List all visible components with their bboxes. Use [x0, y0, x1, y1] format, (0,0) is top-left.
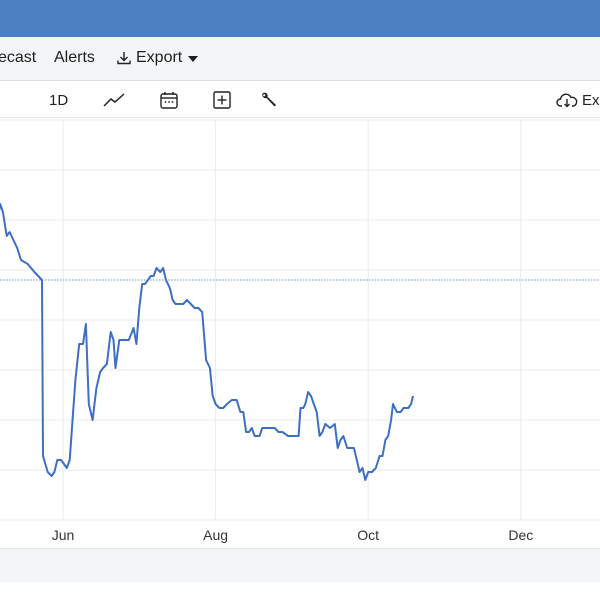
x-tick-label: Jun	[52, 527, 75, 543]
wrench-icon	[262, 92, 276, 107]
export-chart-label: Ex	[582, 91, 600, 109]
menu-item-alerts[interactable]: Alerts	[54, 49, 95, 66]
footer	[0, 582, 600, 600]
x-tick-label: Aug	[203, 527, 228, 543]
export-menu-button[interactable]: Export	[116, 49, 199, 67]
range-navigator[interactable]	[0, 548, 600, 582]
export-chart-button[interactable]: Ex	[556, 88, 600, 112]
download-icon	[117, 52, 131, 65]
x-tick-label: Dec	[508, 527, 533, 543]
line-chart: Jun Aug Oct Dec	[0, 119, 600, 543]
export-label: Export	[136, 49, 183, 66]
add-indicator-button[interactable]	[210, 88, 234, 112]
interval-button[interactable]: 1D	[49, 91, 69, 109]
line-chart-icon	[103, 93, 125, 107]
line-chart-button[interactable]	[101, 88, 127, 112]
series-line	[0, 203, 414, 481]
add-box-icon	[213, 91, 231, 109]
top-app-bar	[0, 0, 600, 37]
calendar-button[interactable]	[157, 88, 181, 112]
cloud-download-icon	[556, 93, 578, 108]
price-chart[interactable]: Jun Aug Oct Dec	[0, 118, 600, 548]
x-tick-label: Oct	[357, 527, 379, 543]
chevron-down-icon	[188, 55, 199, 62]
calendar-icon	[160, 92, 178, 109]
settings-button[interactable]	[257, 88, 281, 112]
chart-toolbar: 1D Ex	[0, 82, 600, 118]
menu-item-forecast[interactable]: ecast	[0, 49, 37, 66]
menu-bar: ecast Alerts Export	[0, 37, 600, 81]
